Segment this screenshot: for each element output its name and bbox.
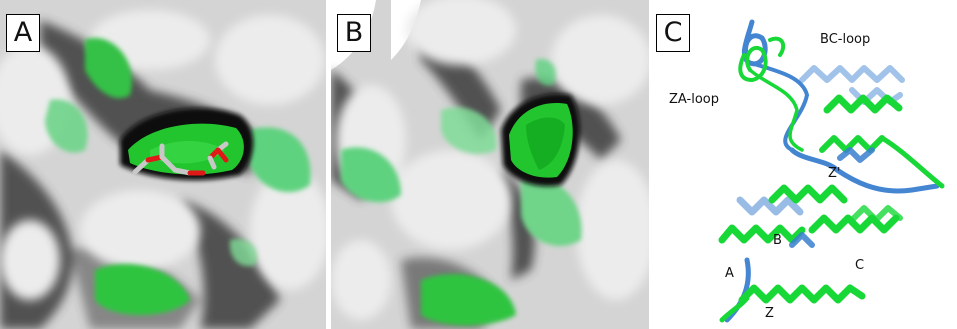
ligand-sticks <box>132 141 229 176</box>
helix-c-label: C <box>855 258 865 273</box>
panel-b-surface-render <box>331 0 649 329</box>
bc-loop-label: BC-loop <box>820 32 871 47</box>
panel-b-surface: B <box>331 0 649 329</box>
helix-a-label: A <box>725 266 734 281</box>
panel-a-surface: A <box>0 0 326 329</box>
panel-label-b: B <box>337 14 371 52</box>
panel-c-ribbon: C BC-loop ZA-loop Z' B A C Z <box>652 0 957 329</box>
za-loop-label: ZA-loop <box>669 92 719 107</box>
helix-z-label: Z <box>765 306 774 321</box>
panel-a-surface-render <box>0 0 326 329</box>
panel-label-c: C <box>656 14 690 52</box>
ribbon-structure <box>718 19 945 323</box>
z-prime-label: Z' <box>828 166 841 181</box>
ribbon-green <box>718 36 945 323</box>
helix-b-label: B <box>773 233 782 248</box>
panel-label-a: A <box>6 14 40 52</box>
